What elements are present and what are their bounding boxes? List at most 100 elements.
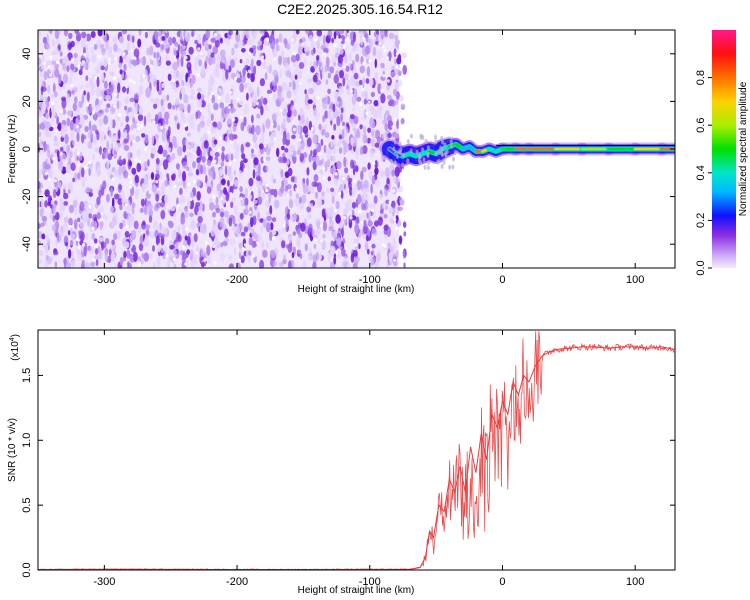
noise-blob (225, 135, 228, 144)
noise-blob (254, 142, 259, 149)
noise-blob (87, 140, 93, 149)
noise-blob (164, 140, 169, 150)
noise-blob (74, 148, 78, 159)
noise-blob (96, 39, 102, 49)
noise-blob (190, 88, 195, 97)
noise-gap (261, 58, 265, 63)
noise-blob (187, 32, 190, 42)
noise-blob (257, 40, 263, 46)
noise-blob (119, 36, 124, 44)
noise-blob (278, 33, 283, 44)
noise-blob (365, 32, 369, 43)
noise-blob (153, 51, 156, 59)
noise-blob (141, 253, 145, 259)
colorbar-tick-label: 0.0 (695, 260, 707, 275)
noise-blob (74, 86, 78, 93)
noise-blob (197, 216, 203, 224)
noise-blob (243, 116, 247, 127)
noise-blob (149, 45, 154, 56)
noise-blob (119, 222, 123, 230)
noise-blob (110, 205, 114, 213)
noise-blob (96, 76, 100, 88)
noise-blob (134, 103, 139, 114)
noise-blob (262, 185, 265, 191)
noise-blob (38, 258, 42, 265)
noise-blob (339, 174, 345, 183)
signal-speckle (401, 162, 405, 168)
noise-gap (54, 178, 57, 183)
noise-blob (180, 86, 186, 95)
noise-gap (229, 90, 233, 95)
noise-blob (380, 169, 384, 178)
noise-blob (164, 194, 169, 205)
noise-blob (262, 218, 267, 228)
noise-blob (361, 166, 367, 173)
noise-blob (219, 37, 223, 44)
noise-blob (285, 218, 289, 228)
noise-blob (299, 202, 304, 210)
noise-blob (194, 56, 199, 64)
noise-gap (393, 217, 397, 222)
noise-blob (269, 134, 274, 142)
noise-blob (352, 45, 355, 52)
noise-blob (70, 233, 76, 240)
noise-blob (53, 140, 60, 147)
noise-blob (58, 73, 62, 85)
noise-blob (311, 156, 316, 162)
signal-speckle (441, 139, 445, 145)
noise-blob (226, 153, 231, 161)
noise-blob (54, 68, 60, 78)
noise-blob (66, 262, 72, 268)
noise-blob (278, 262, 284, 267)
noise-blob (63, 216, 69, 223)
noise-blob (349, 186, 353, 196)
noise-blob (90, 47, 95, 55)
noise-blob (323, 214, 327, 222)
noise-blob (291, 134, 296, 140)
noise-blob (397, 206, 404, 212)
noise-blob (235, 32, 241, 43)
noise-blob (358, 243, 361, 250)
noise-gap (243, 243, 247, 247)
noise-blob (123, 250, 127, 259)
noise-gap (160, 125, 164, 130)
noise-blob (310, 49, 315, 56)
noise-blob (45, 100, 50, 109)
signal-speckle (451, 164, 455, 170)
noise-blob (225, 192, 230, 202)
noise-gap (248, 69, 251, 74)
noise-blob (367, 162, 371, 170)
noise-blob (182, 145, 187, 153)
noise-blob (161, 82, 165, 89)
noise-blob (47, 256, 52, 265)
noise-blob (355, 80, 360, 87)
noise-blob (199, 247, 204, 258)
noise-blob (348, 206, 353, 212)
noise-gap (213, 261, 217, 265)
noise-blob (293, 150, 297, 158)
noise-blob (167, 102, 172, 110)
noise-blob (42, 36, 48, 44)
noise-blob (220, 161, 225, 167)
noise-blob (127, 217, 133, 229)
noise-blob (53, 135, 58, 142)
noise-blob (72, 140, 75, 146)
noise-blob (342, 260, 349, 268)
noise-blob (398, 185, 404, 193)
noise-gap (252, 254, 256, 258)
noise-blob (52, 188, 57, 199)
signal-speckle (426, 145, 430, 151)
noise-blob (325, 95, 329, 104)
noise-blob (38, 223, 41, 229)
noise-blob (293, 68, 299, 75)
noise-blob (172, 173, 176, 180)
noise-blob (72, 102, 77, 112)
noise-blob (60, 96, 67, 102)
noise-gap (125, 84, 129, 89)
noise-blob (96, 165, 100, 177)
noise-blob (362, 223, 369, 233)
noise-blob (119, 204, 123, 211)
noise-gap (360, 220, 364, 224)
noise-gap (344, 246, 348, 251)
